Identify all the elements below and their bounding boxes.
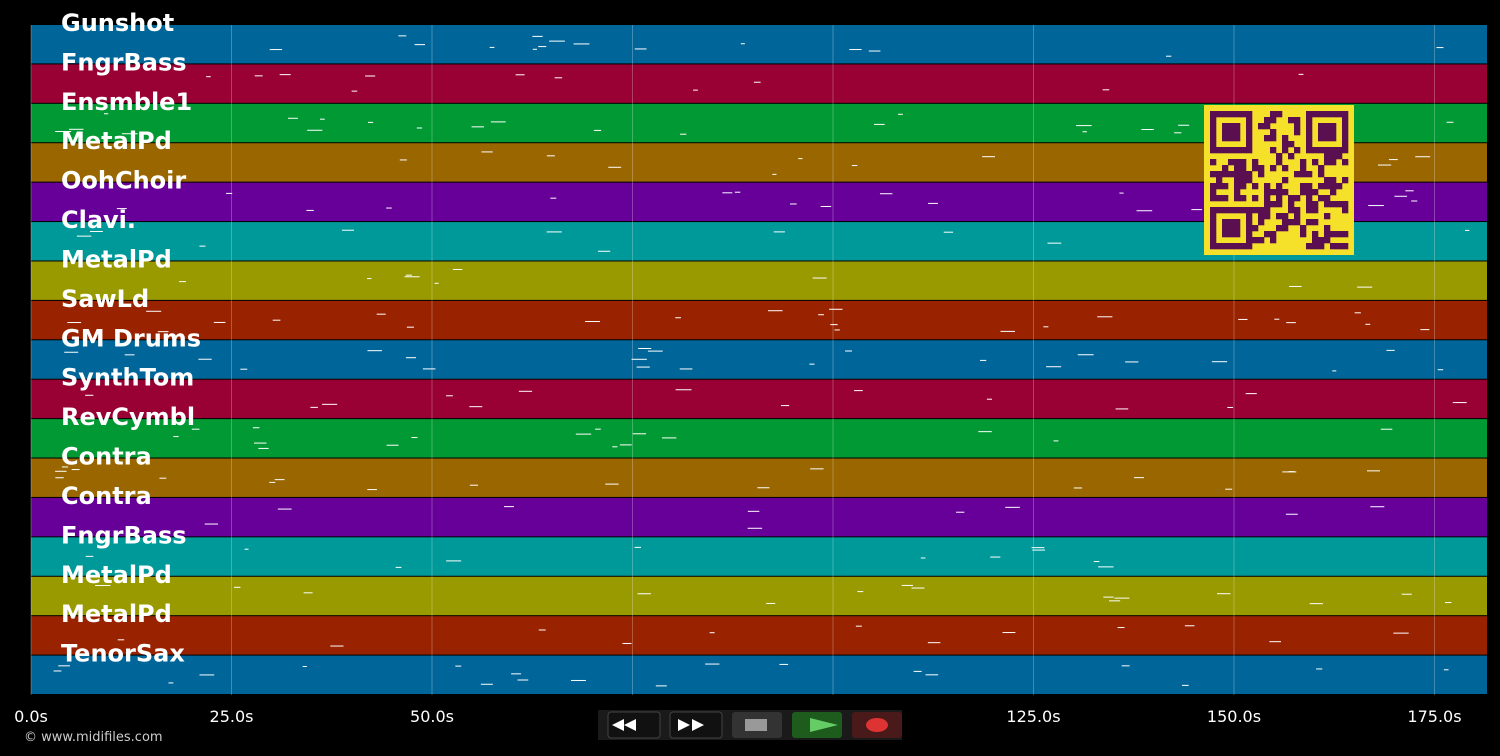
track-row xyxy=(31,537,1487,576)
qr-code xyxy=(1204,105,1354,255)
track-row xyxy=(31,379,1487,419)
time-tick-label: 150.0s xyxy=(1207,707,1261,726)
track-row xyxy=(31,616,1487,655)
time-tick-label: 125.0s xyxy=(1006,707,1060,726)
track-row xyxy=(31,576,1487,616)
track-name: RevCymbl xyxy=(61,403,195,431)
controls xyxy=(598,710,902,740)
rewind-button[interactable] xyxy=(607,711,661,739)
track-row xyxy=(31,261,1487,300)
track-name: MetalPd xyxy=(61,600,172,628)
track-name: FngrBass xyxy=(61,48,187,76)
time-tick-label: 25.0s xyxy=(210,707,254,726)
track-row xyxy=(31,300,1487,340)
track-row xyxy=(31,497,1487,537)
track-name: Clavi. xyxy=(61,206,136,234)
time-tick-label: 50.0s xyxy=(410,707,454,726)
track-row xyxy=(31,25,1487,64)
track-name: MetalPd xyxy=(61,127,172,155)
copyright: © www.midifiles.com xyxy=(24,730,163,745)
track-name: Contra xyxy=(61,443,152,471)
track-row xyxy=(31,419,1487,458)
track-name: Gunshot xyxy=(61,9,174,37)
track-name: SawLd xyxy=(61,285,149,313)
record-button[interactable] xyxy=(852,712,902,738)
stop-button[interactable] xyxy=(732,712,782,738)
track-name: TenorSax xyxy=(61,640,185,668)
play-button[interactable] xyxy=(792,712,842,738)
track-name: FngrBass xyxy=(61,521,187,549)
track-name: Contra xyxy=(61,482,152,510)
time-tick-label: 175.0s xyxy=(1407,707,1461,726)
track-name: GM Drums xyxy=(61,324,201,352)
track-name: MetalPd xyxy=(61,561,172,589)
track-row xyxy=(31,458,1487,497)
track-row xyxy=(31,655,1487,694)
track-name: Ensmble1 xyxy=(61,88,192,116)
track-row xyxy=(31,64,1487,103)
track-name: OohChoir xyxy=(61,167,186,195)
forward-button[interactable] xyxy=(669,711,723,739)
track-name: SynthTom xyxy=(61,364,194,392)
track-name: MetalPd xyxy=(61,245,172,273)
track-row xyxy=(31,340,1487,379)
time-tick-label: 0.0s xyxy=(14,707,48,726)
